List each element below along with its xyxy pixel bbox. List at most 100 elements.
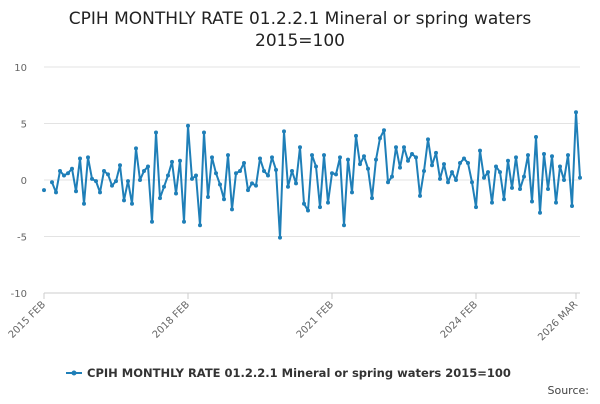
data-point [102,168,106,173]
data-point [86,155,90,160]
data-point [206,194,210,199]
data-point [290,168,294,173]
y-tick-label: 5 [21,120,27,131]
series-0 [42,110,582,240]
y-tick-label: -10 [11,289,27,300]
data-point [54,190,58,195]
x-axis-ticks: 2015 FEB 2018 FEB 2021 FEB 2024 FEB 2026 MAR [7,293,580,343]
x-tick-label: 2026 MAR [536,299,580,343]
data-point [466,161,470,166]
data-point [322,153,326,158]
data-point [370,196,374,201]
data-point [518,187,522,192]
data-point [154,130,158,135]
data-point [478,148,482,153]
data-point [550,154,554,159]
data-point [198,223,202,228]
data-point [274,167,278,172]
data-point [378,136,382,141]
data-point [126,179,130,184]
data-point [158,196,162,201]
data-point [382,128,386,133]
data-point [314,164,318,169]
data-point [174,191,178,196]
data-point [474,205,478,210]
data-point [414,155,418,160]
data-point [334,172,338,177]
data-point [106,172,110,177]
data-point [562,178,566,182]
data-point [502,197,506,202]
data-point [66,171,70,176]
data-point [182,219,186,224]
data-point [526,153,530,158]
data-point [394,145,398,150]
data-point [386,180,390,185]
data-point [226,153,230,158]
data-point [522,174,526,179]
data-point [570,203,574,208]
source-label: Source: [548,384,590,397]
data-point [238,168,242,173]
data-point [470,180,474,185]
y-tick-label: -5 [17,233,27,244]
chart-subtitle: 2015=100 [255,31,345,51]
data-point [94,179,98,184]
data-point [162,184,166,189]
data-point [74,189,78,194]
y-tick-label: 0 [21,176,27,187]
data-point [310,153,314,158]
data-point [542,152,546,157]
data-point [422,168,426,173]
data-point [138,178,142,182]
data-point [410,152,414,157]
data-point [270,155,274,160]
data-point [342,223,346,228]
data-point [458,161,462,166]
data-point [230,207,234,212]
data-point [442,162,446,167]
data-point [566,153,570,158]
data-point [166,173,170,178]
data-point [554,200,558,205]
data-point [98,190,102,195]
data-point [354,133,358,138]
data-point [286,184,290,189]
data-point [134,146,138,151]
data-point [90,176,94,181]
data-point [330,171,334,176]
data-point [218,182,222,187]
data-point [130,201,134,206]
data-point [222,197,226,202]
data-point [446,180,450,185]
data-point [70,166,74,171]
data-point [482,175,486,180]
data-point [58,168,62,173]
data-point [350,190,354,195]
data-point [362,154,366,159]
data-point [194,173,198,178]
data-point [142,168,146,173]
data-point [558,164,562,169]
data-point [326,200,330,205]
data-point [214,171,218,176]
data-point [574,110,578,115]
data-point [534,135,538,140]
data-point [62,173,66,178]
data-point [278,235,282,240]
data-point [462,156,466,161]
data-point [294,181,298,186]
data-point [82,201,86,206]
data-point [150,219,154,224]
data-point [318,205,322,210]
data-point [538,210,542,215]
data-point [282,129,286,134]
x-tick-label: 2018 FEB [151,299,193,341]
data-point [78,156,82,161]
data-point [578,175,582,180]
legend: CPIH MONTHLY RATE 01.2.2.1 Mineral or sp… [66,366,511,380]
data-point [346,157,350,162]
x-tick-label: 2015 FEB [7,299,49,341]
